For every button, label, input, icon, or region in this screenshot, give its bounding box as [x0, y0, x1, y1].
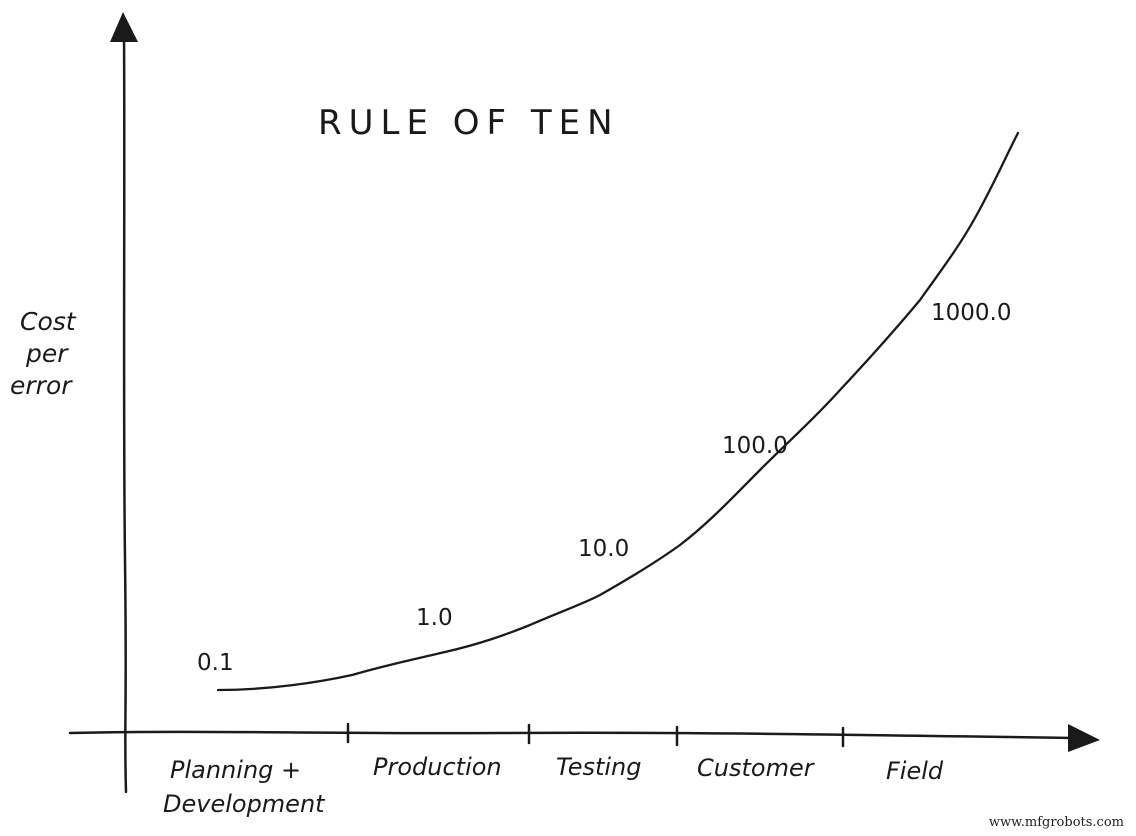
y-axis-label: Cost per error	[10, 307, 77, 400]
category-label-testing: Testing	[556, 753, 642, 781]
y-label-line-2: per	[25, 339, 69, 368]
x-axis-arrow-icon	[1068, 724, 1100, 752]
value-labels: 0.1 1.0 10.0 100.0 1000.0	[197, 300, 1011, 676]
y-axis-line	[122, 28, 128, 794]
category-label-planning-line-2: Development	[163, 790, 326, 818]
y-label-line-3: error	[10, 371, 73, 400]
value-label-field: 1000.0	[931, 300, 1011, 326]
chart-title: RULE OF TEN	[318, 103, 620, 143]
category-labels: Planning + Development Production Testin…	[163, 753, 944, 818]
watermark: www.mfgrobots.com	[988, 815, 1124, 830]
category-label-planning-line-1: Planning +	[170, 756, 301, 784]
value-label-testing: 10.0	[578, 536, 629, 562]
value-label-planning: 0.1	[197, 650, 234, 676]
category-label-customer: Customer	[697, 754, 816, 782]
cost-curve	[216, 131, 1020, 692]
x-axis-line	[68, 730, 1077, 740]
category-label-field: Field	[886, 757, 944, 785]
value-label-production: 1.0	[416, 605, 453, 631]
category-label-production: Production	[373, 753, 502, 781]
value-label-customer: 100.0	[722, 433, 788, 459]
y-axis-arrow-icon	[110, 12, 138, 42]
x-axis-ticks	[346, 722, 845, 748]
y-label-line-1: Cost	[20, 307, 77, 336]
